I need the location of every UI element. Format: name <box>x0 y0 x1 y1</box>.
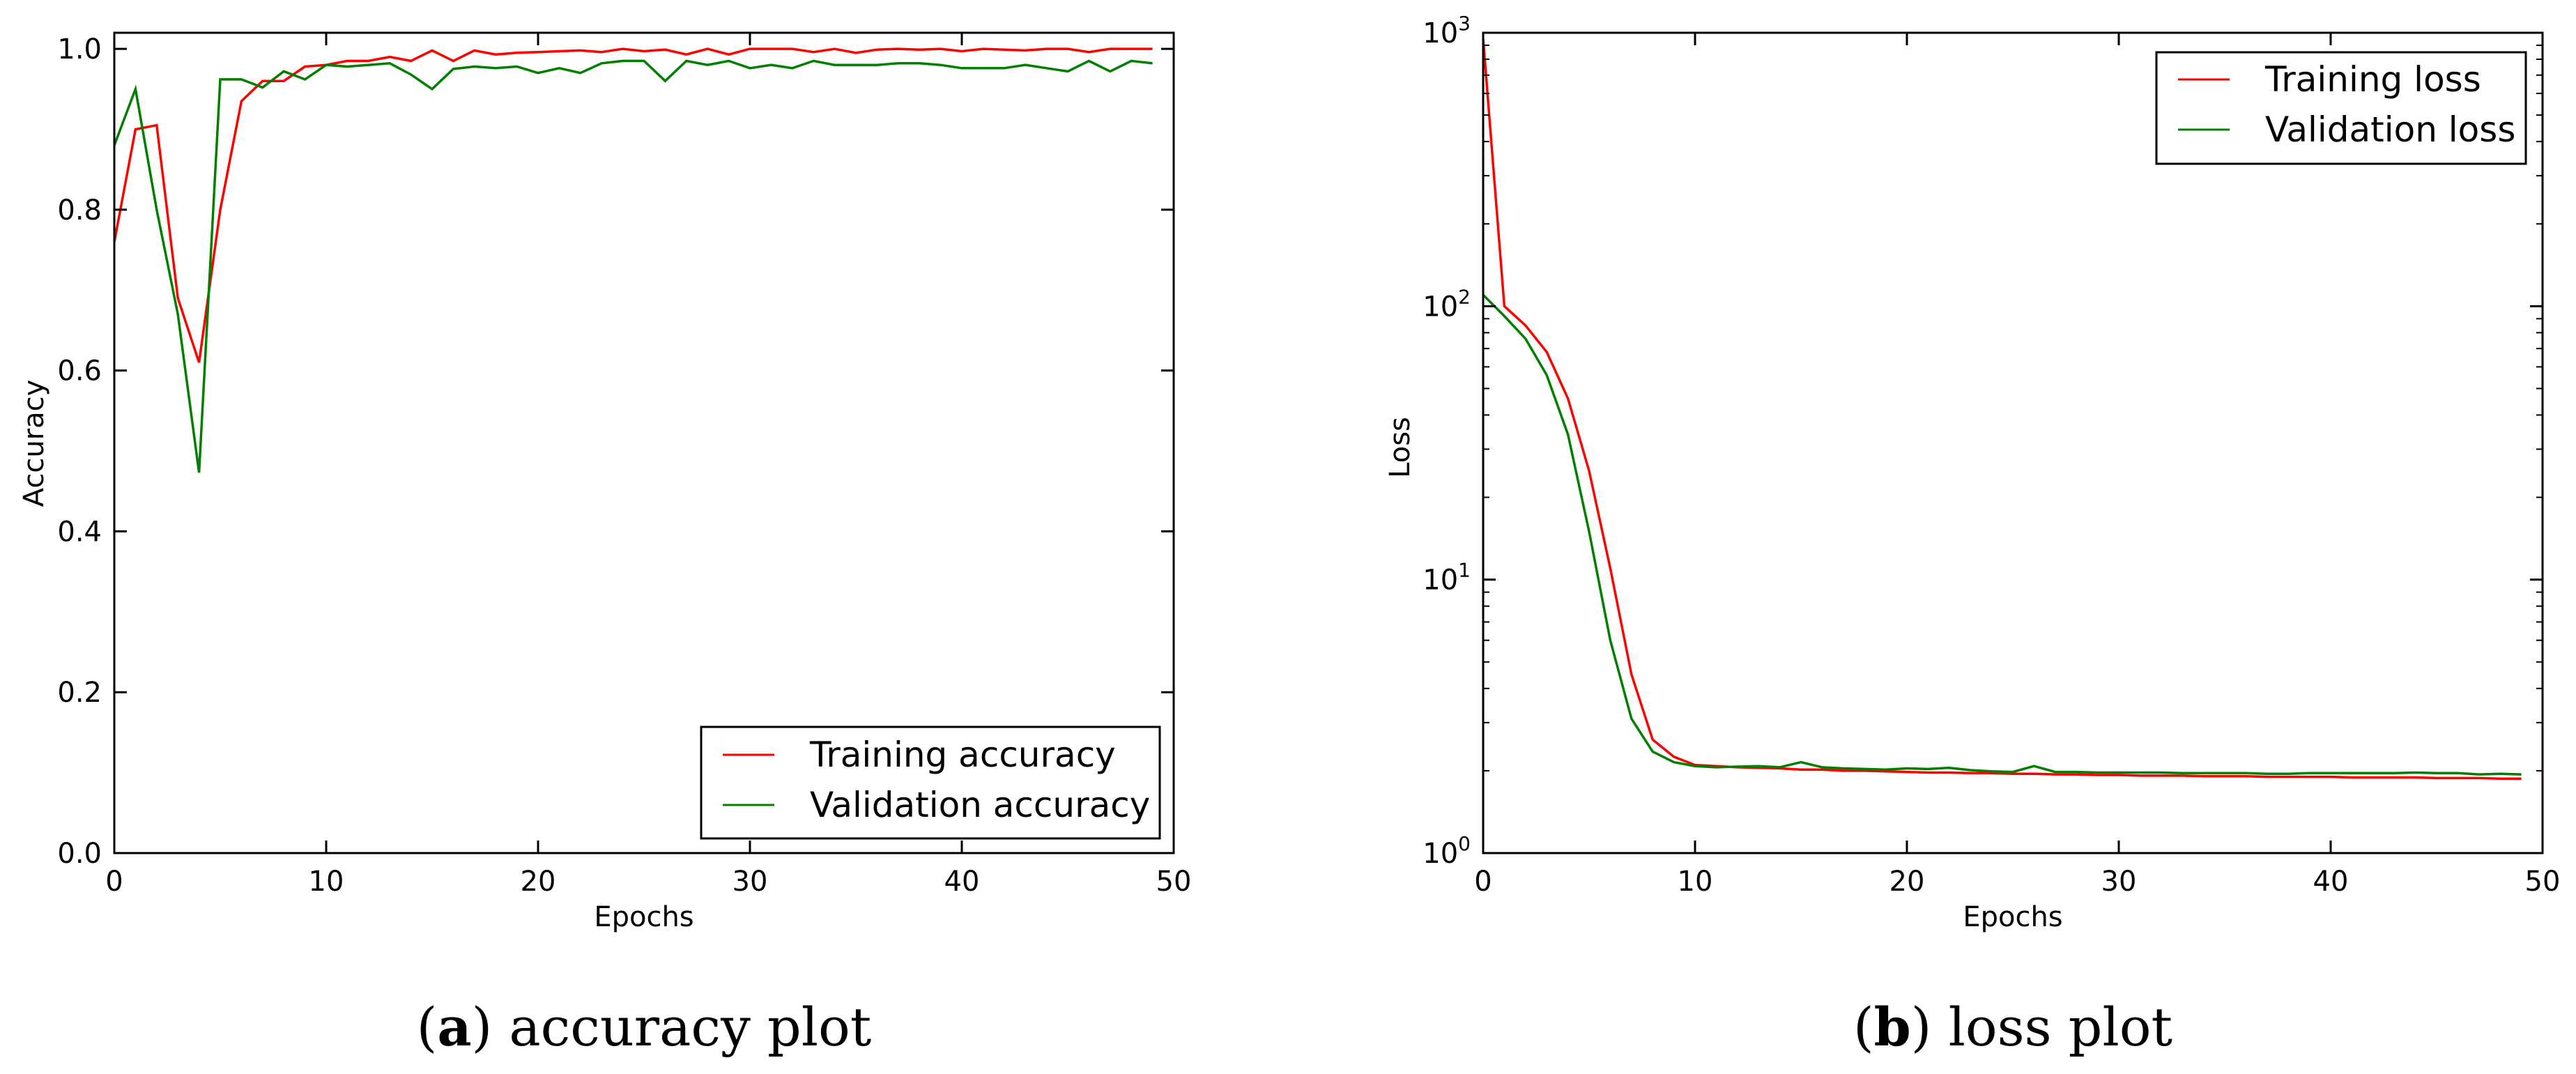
loss-x-tick-label: 20 <box>1889 866 1925 898</box>
loss-plot-frame <box>1482 31 2544 854</box>
loss-y-tick-label: 102 <box>1423 285 1471 323</box>
accuracy-axis-ticks: 0 10 20 30 40 50 0.0 0.2 0.4 0.6 0.8 1.0 <box>57 33 1191 898</box>
loss-series-line-training <box>1482 38 2522 781</box>
accuracy-chart: 0 10 20 30 40 50 0.0 0.2 0.4 0.6 0.8 1.0 Epochs Acc… <box>18 31 1191 1058</box>
loss-y-tick-label: 101 <box>1423 559 1471 597</box>
loss-legend-label-training: Training loss <box>2264 59 2481 100</box>
loss-chart: 0 10 20 30 40 50 100 101 102 103 Epochs Loss Trai… <box>1384 12 2560 1058</box>
accuracy-y-tick-label: 0.0 <box>57 838 102 870</box>
caption-b: (b) loss plot <box>1853 996 2172 1058</box>
loss-x-tick-label: 40 <box>2313 866 2349 898</box>
loss-y-tick-label: 103 <box>1423 12 1471 49</box>
accuracy-y-axis-label: Accuracy <box>18 380 50 507</box>
loss-axis-ticks: 0 10 20 30 40 50 100 101 102 103 <box>1423 12 2560 898</box>
caption-a-letter: a <box>437 996 471 1058</box>
accuracy-x-axis-label: Epochs <box>594 901 693 933</box>
loss-legend-label-validation: Validation loss <box>2265 109 2515 150</box>
loss-legend: Training loss Validation loss <box>2155 51 2527 165</box>
accuracy-legend-box <box>700 726 1161 840</box>
accuracy-x-tick-label: 30 <box>733 866 768 898</box>
loss-x-tick-label: 50 <box>2525 866 2561 898</box>
accuracy-plot-frame <box>113 31 1175 854</box>
accuracy-series-layer <box>113 47 1153 473</box>
loss-series-layer <box>1482 38 2522 781</box>
loss-x-tick-label: 10 <box>1678 866 1713 898</box>
accuracy-x-tick-label: 10 <box>309 866 344 898</box>
caption-b-letter: b <box>1874 996 1911 1058</box>
accuracy-series-line-training <box>113 47 1153 363</box>
accuracy-legend: Training accuracy Validation accuracy <box>700 726 1161 840</box>
caption-a: (a) accuracy plot <box>417 996 872 1058</box>
accuracy-y-tick-label: 1.0 <box>57 33 102 66</box>
loss-series-line-validation <box>1482 293 2522 776</box>
caption-b-text: loss plot <box>1949 996 2172 1058</box>
accuracy-legend-label-training: Training accuracy <box>809 735 1116 775</box>
accuracy-series-line-validation <box>113 59 1153 473</box>
accuracy-x-tick-label: 40 <box>944 866 980 898</box>
accuracy-x-tick-label: 0 <box>105 866 123 898</box>
accuracy-x-tick-label: 20 <box>521 866 556 898</box>
loss-x-axis-label: Epochs <box>1963 901 2062 933</box>
accuracy-y-tick-label: 0.4 <box>57 516 102 548</box>
accuracy-y-tick-label: 0.6 <box>57 355 102 388</box>
loss-legend-box <box>2155 51 2527 165</box>
accuracy-legend-label-validation: Validation accuracy <box>810 785 1150 825</box>
accuracy-y-tick-label: 0.8 <box>57 194 102 227</box>
caption-a-text: accuracy plot <box>509 996 871 1058</box>
loss-x-tick-label: 0 <box>1474 866 1492 898</box>
loss-x-tick-label: 30 <box>2101 866 2137 898</box>
loss-y-axis-label: Loss <box>1384 417 1416 478</box>
accuracy-y-tick-label: 0.2 <box>57 677 102 709</box>
accuracy-x-tick-label: 50 <box>1156 866 1192 898</box>
loss-y-tick-label: 100 <box>1423 832 1471 870</box>
